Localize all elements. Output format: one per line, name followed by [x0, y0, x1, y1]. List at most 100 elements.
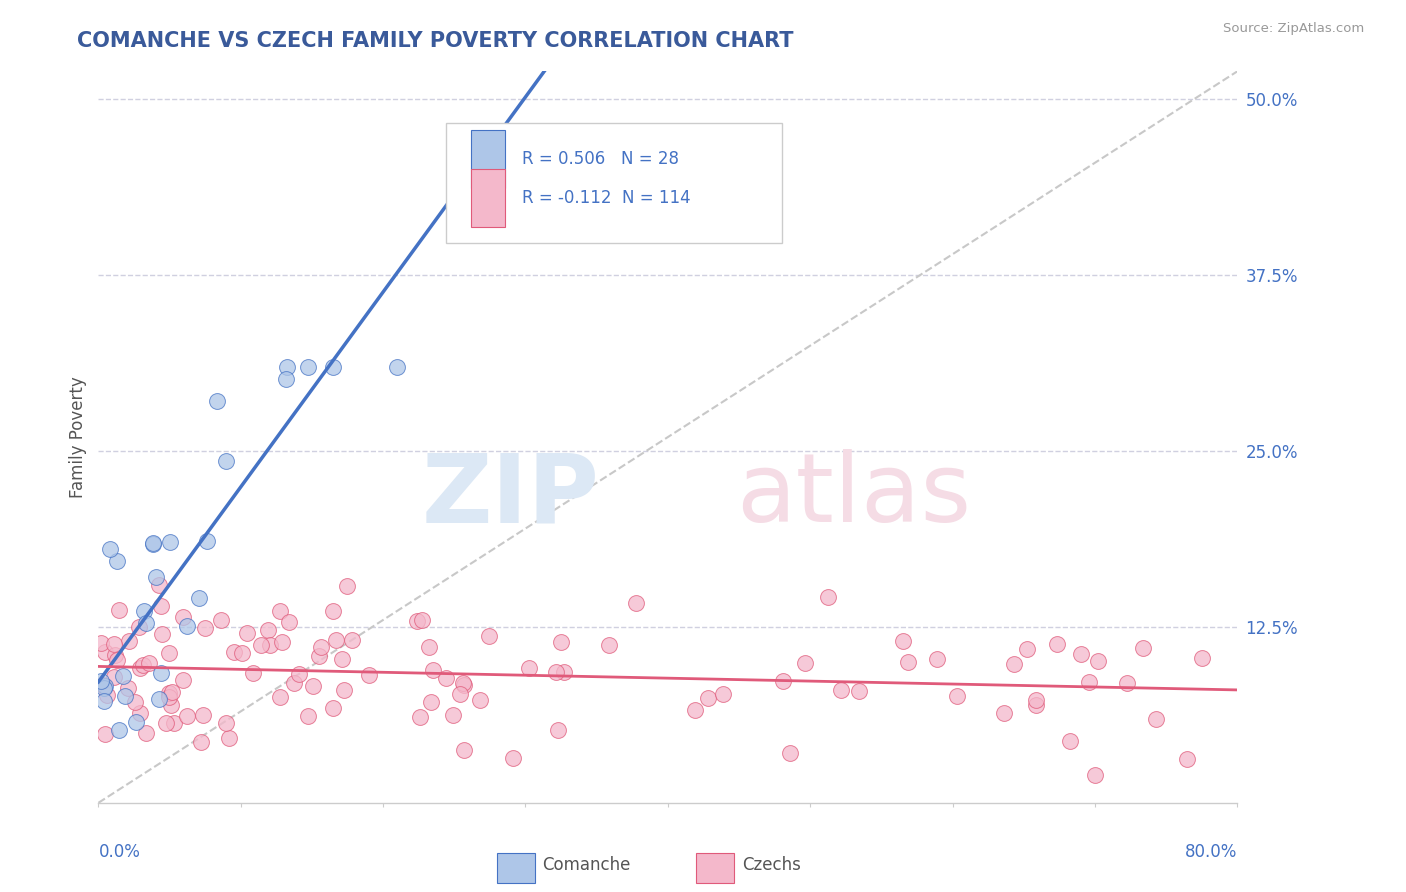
Point — [891, 634, 914, 648]
Point — [278, 615, 301, 629]
Point — [794, 656, 817, 670]
Point — [711, 688, 734, 702]
Point — [111, 669, 134, 683]
Point — [308, 649, 330, 664]
Text: 80.0%: 80.0% — [1185, 843, 1237, 861]
Text: Comanche: Comanche — [543, 856, 631, 874]
Point — [288, 667, 311, 681]
Point — [157, 686, 180, 700]
Point — [114, 689, 136, 703]
Point — [90, 635, 112, 649]
Point — [148, 578, 170, 592]
Point — [125, 715, 148, 730]
Point — [453, 743, 475, 757]
Point — [340, 633, 363, 648]
Point — [269, 604, 291, 618]
Point — [190, 734, 212, 748]
Text: Source: ZipAtlas.com: Source: ZipAtlas.com — [1223, 22, 1364, 36]
Point — [1077, 675, 1099, 690]
Point — [1070, 648, 1092, 662]
Point — [830, 682, 852, 697]
Text: Czechs: Czechs — [742, 856, 801, 874]
Point — [779, 747, 801, 761]
Point — [96, 688, 118, 702]
Point — [406, 614, 429, 628]
Point — [1144, 712, 1167, 726]
Text: COMANCHE VS CZECH FAMILY POVERTY CORRELATION CHART: COMANCHE VS CZECH FAMILY POVERTY CORRELA… — [77, 31, 794, 51]
Point — [135, 725, 157, 739]
Point — [1025, 698, 1047, 712]
Point — [155, 716, 177, 731]
Point — [157, 646, 180, 660]
Point — [271, 635, 294, 649]
Point — [172, 673, 194, 688]
Point — [145, 570, 167, 584]
Point — [276, 372, 298, 386]
Point — [194, 622, 217, 636]
Point — [172, 610, 194, 624]
Y-axis label: Family Poverty: Family Poverty — [69, 376, 87, 498]
Point — [897, 655, 920, 669]
Point — [419, 695, 441, 709]
Point — [191, 708, 214, 723]
Point — [129, 706, 152, 721]
Point — [132, 658, 155, 673]
Point — [98, 541, 121, 556]
Point — [322, 604, 344, 618]
Point — [422, 664, 444, 678]
Point — [103, 637, 125, 651]
Point — [269, 690, 291, 704]
Point — [441, 707, 464, 722]
Point — [993, 706, 1015, 720]
Point — [118, 633, 141, 648]
Point — [94, 726, 117, 740]
Bar — [471, 169, 505, 227]
Point — [188, 591, 211, 606]
Point — [1132, 641, 1154, 656]
Text: 0.0%: 0.0% — [98, 843, 141, 861]
Point — [91, 678, 114, 692]
Point — [598, 638, 620, 652]
Bar — [471, 130, 505, 188]
Point — [105, 653, 128, 667]
Point — [330, 651, 353, 665]
Point — [163, 715, 186, 730]
Point — [236, 626, 259, 640]
Point — [150, 627, 173, 641]
Point — [129, 661, 152, 675]
Point — [848, 683, 870, 698]
Point — [222, 645, 245, 659]
Point — [138, 656, 160, 670]
Point — [160, 685, 183, 699]
Point — [817, 590, 839, 604]
Point — [93, 679, 115, 693]
Point — [159, 534, 181, 549]
Point — [411, 613, 433, 627]
Point — [1046, 636, 1069, 650]
Point — [451, 676, 474, 690]
Point — [209, 613, 232, 627]
Point — [517, 661, 540, 675]
Point — [387, 359, 409, 374]
Point — [322, 701, 344, 715]
Point — [93, 681, 115, 695]
Point — [1025, 693, 1047, 707]
Point — [128, 620, 150, 634]
Point — [93, 694, 115, 708]
Point — [449, 687, 471, 701]
Point — [418, 640, 440, 655]
Point — [104, 648, 127, 662]
Point — [502, 751, 524, 765]
Text: R = -0.112  N = 114: R = -0.112 N = 114 — [522, 189, 690, 207]
Point — [311, 640, 333, 655]
Point — [250, 638, 273, 652]
Point — [553, 665, 575, 679]
Point — [333, 682, 356, 697]
Point — [925, 652, 948, 666]
Point — [149, 665, 172, 680]
Text: R = 0.506   N = 28: R = 0.506 N = 28 — [522, 150, 679, 168]
Point — [135, 615, 157, 630]
Point — [468, 693, 491, 707]
Point — [93, 645, 115, 659]
Point — [1015, 642, 1038, 657]
